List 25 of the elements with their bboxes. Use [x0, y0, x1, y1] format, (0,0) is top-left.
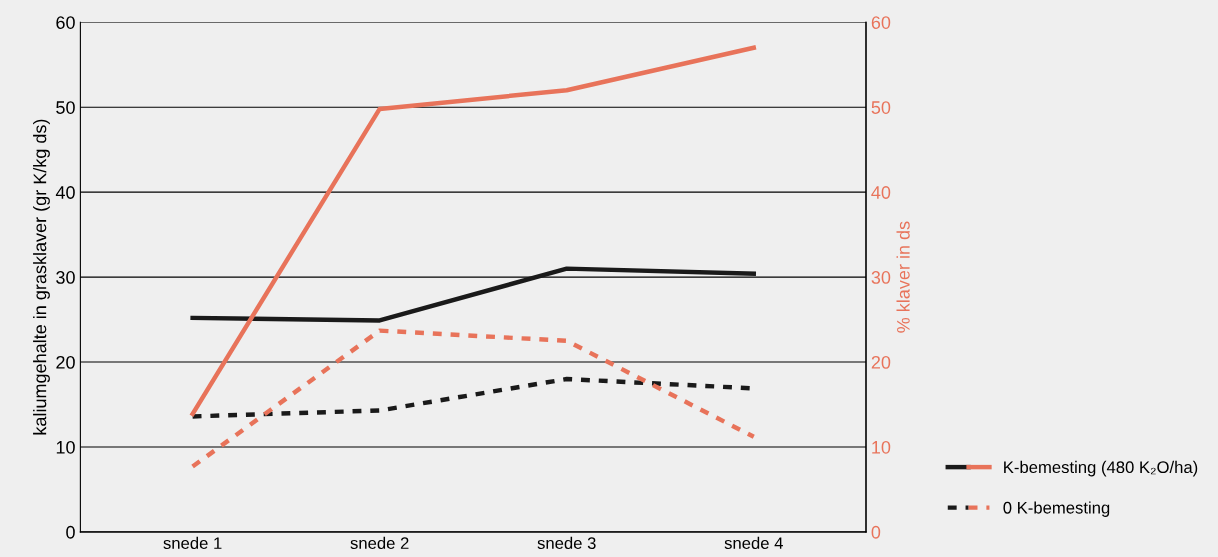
line-series — [190, 45, 756, 417]
x-tick-label: snede 4 — [724, 536, 783, 550]
y2-tick-label: 50 — [871, 101, 891, 114]
x-tick-label: snede 1 — [163, 536, 222, 550]
y-tick-label: 10 — [56, 440, 75, 454]
legend-label: K-bemesting (480 K₂O/ha) — [1004, 460, 1198, 477]
line-series — [190, 266, 756, 323]
y-tick-label: 30 — [56, 271, 75, 284]
y-tick-label: 60 — [56, 16, 75, 29]
y-tick-label: 40 — [55, 186, 75, 199]
y-tick-label: 20 — [56, 355, 75, 369]
y-tick-label: 0 — [66, 525, 75, 539]
legend-label: 0 K-bemesting — [1003, 501, 1110, 517]
line-series — [190, 328, 756, 469]
y-axis-title: kaliumgehalte in grasklaver (gr K/kg ds) — [33, 119, 50, 435]
y2-tick-label: 10 — [872, 440, 891, 454]
y2-tick-label: 40 — [871, 186, 891, 199]
y2-tick-label: 20 — [871, 355, 891, 369]
y2-tick-label: 0 — [871, 525, 881, 539]
y2-tick-label: 60 — [871, 16, 891, 29]
x-tick-label: snede 3 — [537, 536, 596, 550]
y-tick-label: 50 — [56, 101, 75, 114]
y2-axis-title: % klaver in ds — [896, 221, 910, 333]
x-tick-label: snede 2 — [350, 536, 409, 550]
y2-tick-label: 30 — [871, 271, 891, 284]
